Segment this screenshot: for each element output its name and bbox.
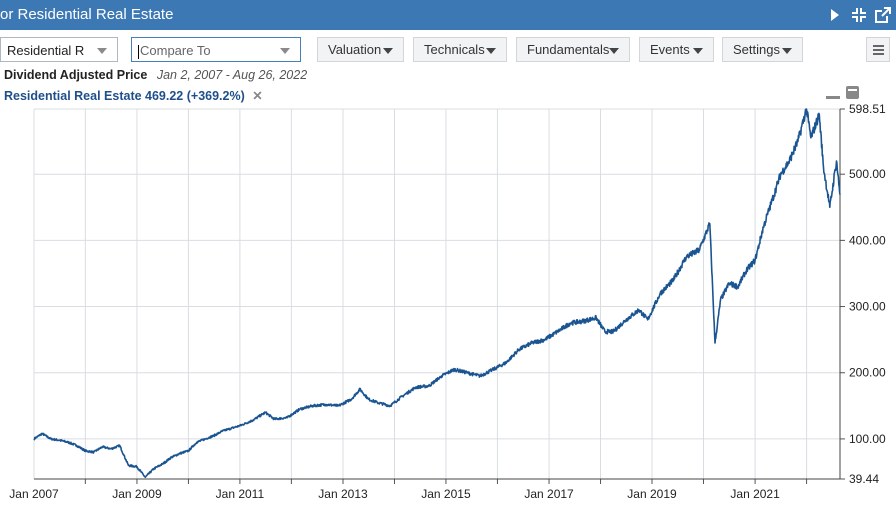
x-tick-label: Jan 2021: [730, 487, 780, 501]
x-tick-label: Jan 2015: [421, 487, 471, 501]
chart-window-controls: [826, 86, 862, 100]
chart-toolbar: Residential R Compare To Valuation Techn…: [0, 37, 896, 64]
y-tick-label: 200.00: [849, 366, 886, 380]
y-tick-label: 39.44: [849, 472, 879, 486]
y-tick-label: 400.00: [849, 233, 886, 247]
settings-menu-label: Settings: [733, 42, 780, 57]
valuation-menu-label: Valuation: [328, 42, 382, 57]
fundamentals-menu-label: Fundamentals: [527, 42, 610, 57]
date-range: Jan 2, 2007 - Aug 26, 2022: [156, 68, 308, 82]
events-menu-label: Events: [650, 42, 690, 57]
technicals-menu-button[interactable]: Technicals: [413, 37, 507, 62]
metric-label: Dividend Adjusted Price: [4, 68, 148, 82]
titlebar-icons: [826, 0, 892, 30]
symbol-select-value: Residential R: [7, 43, 85, 58]
window-title: or Residential Real Estate: [0, 6, 174, 23]
chevron-down-icon: [486, 48, 496, 54]
y-tick-label: 300.00: [849, 300, 886, 314]
price-chart: Jan 2007 Jan 2009 Jan 2011 Jan 2013 Jan 2015…: [9, 102, 886, 501]
technicals-menu-label: Technicals: [424, 42, 485, 57]
series-legend: Residential Real Estate 469.22 (+369.2%)…: [4, 88, 263, 103]
fundamentals-menu-button[interactable]: Fundamentals: [516, 37, 630, 62]
settings-menu-button[interactable]: Settings: [722, 37, 803, 62]
chevron-down-icon: [782, 48, 792, 54]
compare-to-input[interactable]: Compare To: [131, 37, 301, 62]
external-link-icon[interactable]: [874, 6, 892, 24]
y-tick-label: 598.51: [849, 102, 886, 116]
symbol-select[interactable]: Residential R: [0, 37, 118, 62]
x-tick-label: Jan 2007: [9, 487, 59, 501]
play-icon[interactable]: [826, 6, 844, 24]
y-tick-label: 500.00: [849, 167, 886, 181]
text-cursor: [138, 44, 139, 59]
compare-to-placeholder: Compare To: [140, 43, 211, 58]
events-menu-button[interactable]: Events: [639, 37, 714, 62]
chevron-down-icon: [280, 48, 290, 54]
series-line: [33, 108, 841, 479]
x-tick-label: Jan 2011: [216, 487, 265, 501]
remove-series-icon[interactable]: ✕: [252, 89, 263, 103]
series-label: Residential Real Estate 469.22 (+369.2%): [4, 89, 245, 103]
minimize-icon[interactable]: [826, 96, 840, 99]
x-tick-label: Jan 2009: [112, 487, 162, 501]
x-tick-label: Jan 2013: [318, 487, 368, 501]
y-tick-label: 100.00: [849, 432, 886, 446]
metric-info: Dividend Adjusted Price Jan 2, 2007 - Au…: [4, 68, 307, 82]
valuation-menu-button[interactable]: Valuation: [317, 37, 404, 62]
hamburger-menu-icon[interactable]: [866, 37, 890, 62]
x-tick-label: Jan 2019: [627, 487, 677, 501]
x-tick-label: Jan 2017: [524, 487, 574, 501]
window-titlebar: or Residential Real Estate: [0, 0, 896, 30]
chevron-down-icon: [383, 48, 393, 54]
chevron-down-icon: [97, 48, 107, 54]
maximize-icon[interactable]: [846, 86, 859, 99]
chevron-down-icon: [693, 48, 703, 54]
chevron-down-icon: [609, 48, 619, 54]
compress-icon[interactable]: [850, 6, 868, 24]
